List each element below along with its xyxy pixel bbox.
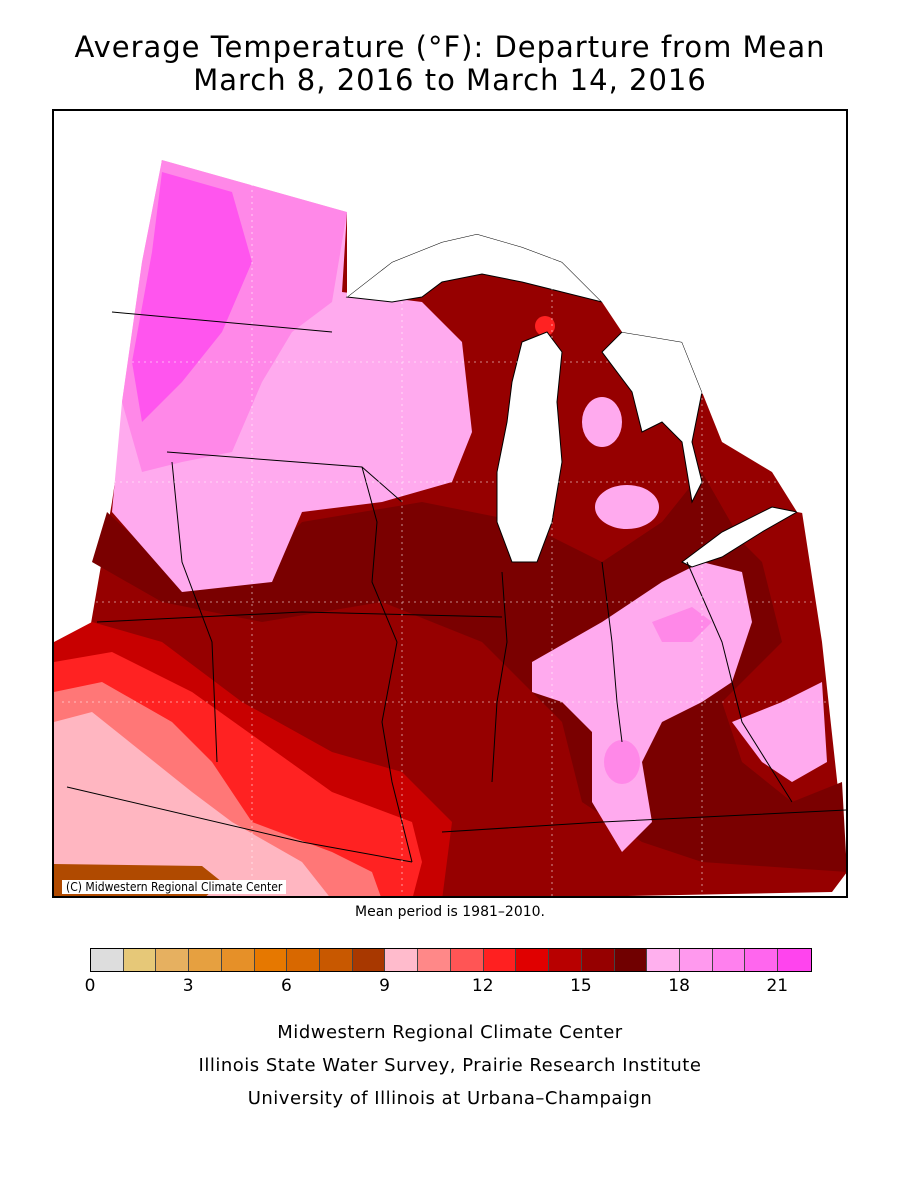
- michigan-pink-spot: [595, 485, 659, 529]
- legend-tick-label: 12: [471, 976, 494, 996]
- legend-swatch: [614, 949, 648, 971]
- legend-tick-label: 3: [182, 976, 194, 996]
- canada-region: [162, 111, 846, 522]
- up-red-spot: [535, 316, 555, 336]
- mean-period-note: Mean period is 1981–2010.: [355, 904, 545, 920]
- map-title: Average Temperature (°F): Departure from…: [74, 30, 826, 64]
- legend-swatch: [581, 949, 615, 971]
- legend-tick-label: 21: [766, 976, 789, 996]
- lake-michigan: [496, 331, 563, 563]
- legend-swatch: [712, 949, 746, 971]
- graticule: [62, 172, 846, 896]
- legend-tick-label: 18: [668, 976, 690, 996]
- legend-swatch: [320, 949, 353, 971]
- color-legend: [90, 948, 812, 972]
- legend-swatch: [418, 949, 451, 971]
- indiana-pink-spot: [604, 740, 640, 784]
- map-date-range: March 8, 2016 to March 14, 2016: [193, 63, 707, 97]
- legend-swatch: [352, 949, 386, 971]
- legend-tick-label: 6: [280, 976, 292, 996]
- light-pink-zone: [54, 712, 329, 896]
- darkest-red-band: [92, 472, 846, 872]
- legend-swatch: [287, 949, 321, 971]
- legend-swatch: [778, 949, 811, 971]
- legend-swatch: [745, 949, 779, 971]
- legend-tick-label: 15: [570, 976, 592, 996]
- magenta-zone: [132, 172, 252, 422]
- legend-swatch: [123, 949, 157, 971]
- credit-line-3: University of Illinois at Urbana–Champai…: [247, 1088, 653, 1109]
- legend-tick-labels: 0 3 6 9 12 15 18 21: [85, 970, 810, 1000]
- lake-erie: [681, 506, 799, 568]
- legend-tick-label: 0: [84, 976, 96, 996]
- legend-swatch: [221, 949, 255, 971]
- legend-swatch: [483, 949, 517, 971]
- state-borders: [66, 311, 846, 863]
- map-graphic: [54, 111, 846, 896]
- legend-swatch: [516, 949, 550, 971]
- legend-swatch: [549, 949, 582, 971]
- east-pink-zone-2: [732, 682, 827, 782]
- legend-swatch: [647, 949, 680, 971]
- lake-superior: [345, 233, 604, 303]
- legend-swatch: [189, 949, 222, 971]
- credit-line-1: Midwestern Regional Climate Center: [277, 1022, 623, 1043]
- legend-swatch: [679, 949, 713, 971]
- michigan-pink-spot-2: [582, 397, 622, 447]
- legend-swatch: [156, 949, 190, 971]
- temperature-map: (C) Midwestern Regional Climate Center: [52, 109, 848, 898]
- legend-swatch: [91, 949, 124, 971]
- credit-line-2: Illinois State Water Survey, Prairie Res…: [198, 1055, 702, 1076]
- legend-tick-label: 9: [379, 976, 390, 996]
- legend-swatch: [385, 949, 419, 971]
- map-copyright: (C) Midwestern Regional Climate Center: [62, 880, 287, 894]
- east-mid-pink-zone: [652, 607, 712, 642]
- legend-swatch: [254, 949, 288, 971]
- legend-swatch: [450, 949, 484, 971]
